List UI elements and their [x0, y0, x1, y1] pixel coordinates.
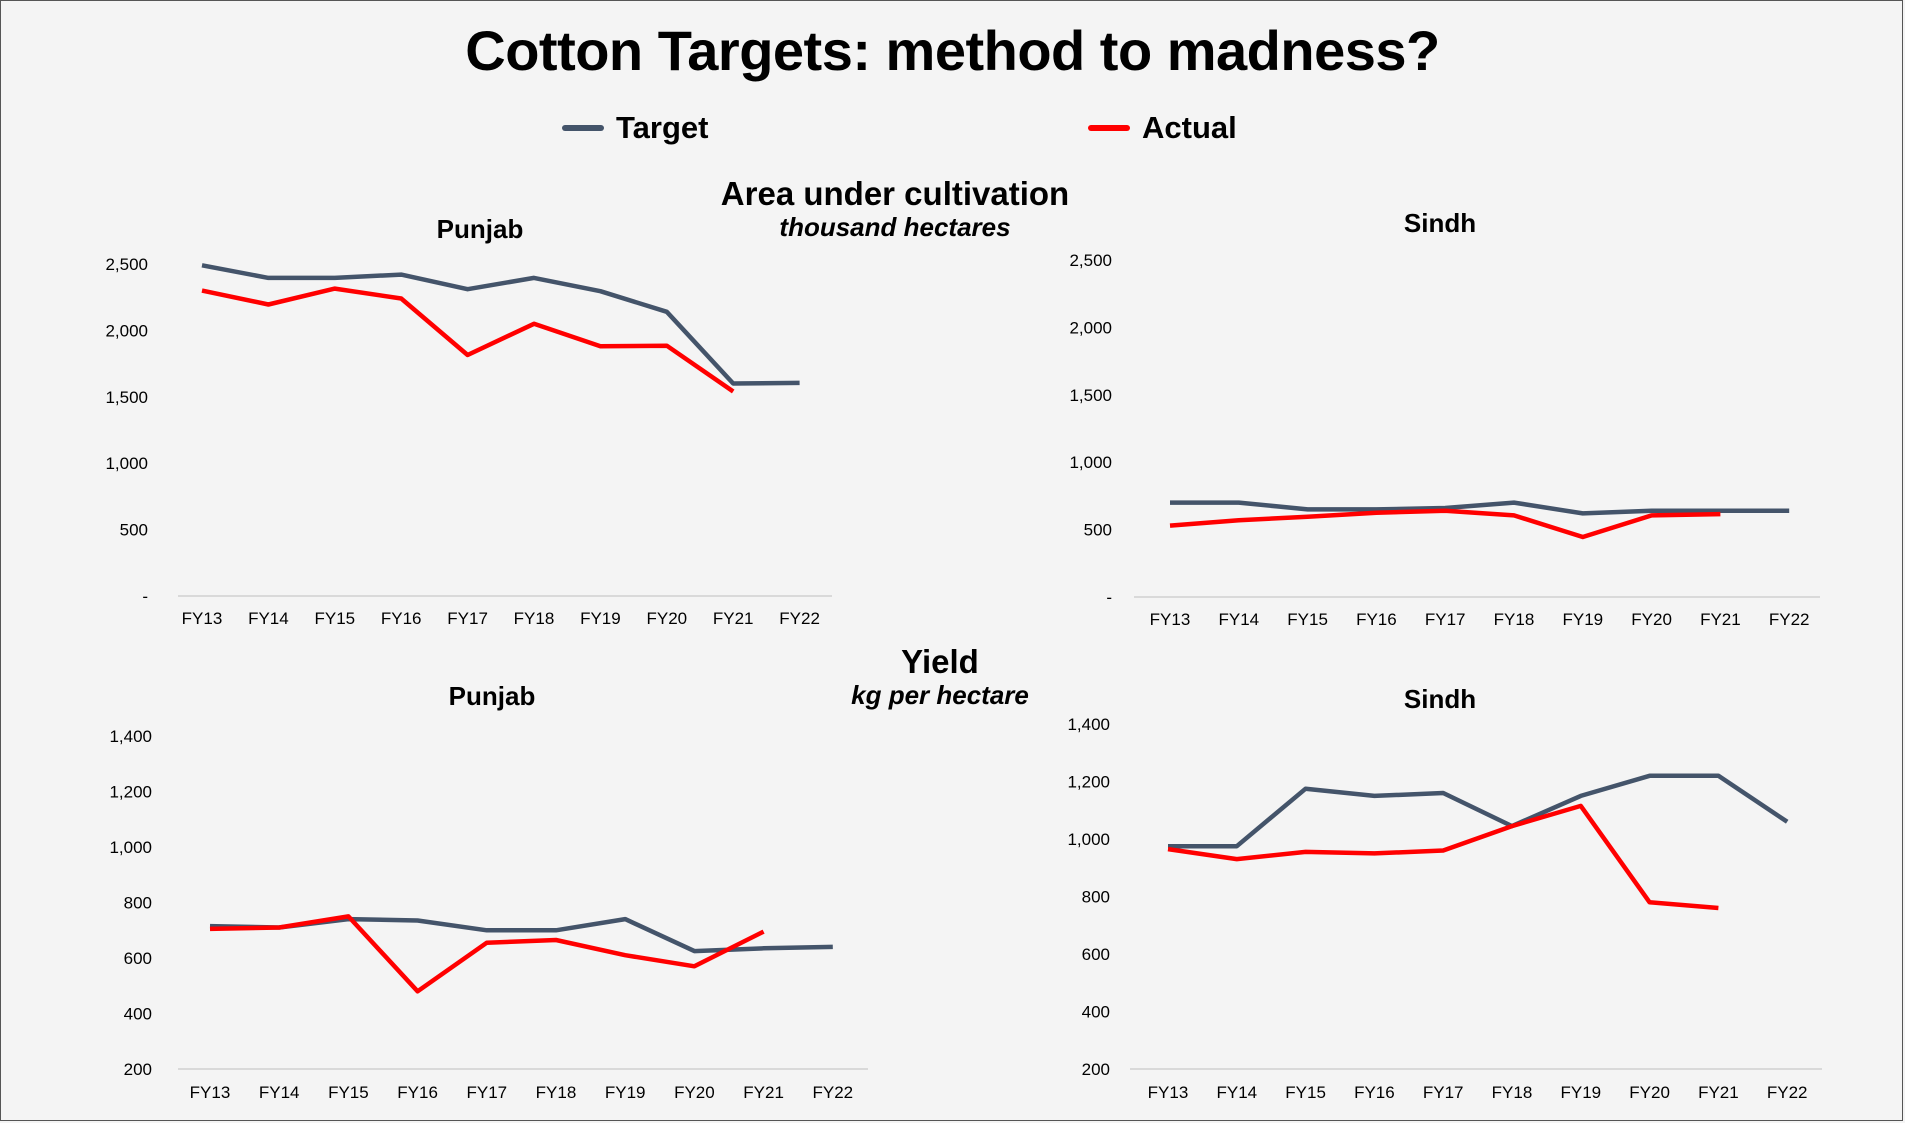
x-tick-label: FY18: [536, 1083, 577, 1102]
chart-title-area-sindh: Sindh: [1403, 208, 1477, 238]
chart-title-yield-punjab: Punjab: [448, 681, 536, 711]
chart-title-area-punjab: Punjab: [436, 214, 524, 244]
y-tick-label: 1,500: [1069, 386, 1112, 405]
y-tick-label: 200: [124, 1060, 152, 1079]
x-tick-label: FY21: [1698, 1083, 1739, 1102]
y-tick-label: 1,000: [105, 454, 148, 473]
chart-area-punjab: - 500 1,000 1,500 2,000 2,500 FY13 FY14 FY15 FY16…: [105, 255, 832, 628]
x-tick-label: FY22: [1767, 1083, 1808, 1102]
x-tick-label: FY15: [1285, 1083, 1326, 1102]
x-tick-label: FY21: [743, 1083, 784, 1102]
x-tick-label: FY15: [1287, 610, 1328, 629]
x-tick-label: FY20: [674, 1083, 715, 1102]
y-tick-label: 500: [1084, 521, 1112, 540]
y-tick-label: -: [1106, 588, 1112, 607]
y-tick-label: 2,000: [1069, 318, 1112, 337]
x-tick-label: FY15: [328, 1083, 369, 1102]
y-tick-label: 800: [1082, 888, 1110, 907]
y-tick-label: 600: [124, 949, 152, 968]
x-tick-label: FY13: [182, 609, 223, 628]
x-tick-label: FY17: [1423, 1083, 1464, 1102]
x-tick-label: FY19: [1562, 610, 1603, 629]
section-subtitle-yield: kg per hectare: [851, 680, 1029, 710]
y-tick-label: 1,000: [1067, 830, 1110, 849]
series-line-actual: [201, 286, 735, 394]
chart-title-yield-sindh: Sindh: [1403, 684, 1477, 714]
legend: Target Actual: [0, 110, 1905, 150]
x-tick-label: FY13: [190, 1083, 231, 1102]
series-line-actual: [209, 914, 765, 994]
x-tick-label: FY21: [1700, 610, 1741, 629]
series-line-target: [1170, 500, 1790, 516]
legend-label-actual: Actual: [1142, 110, 1237, 145]
y-tick-label: 500: [120, 521, 148, 540]
y-tick-label: 400: [1082, 1003, 1110, 1022]
x-tick-label: FY17: [1425, 610, 1466, 629]
y-tick-label: 1,000: [109, 838, 152, 857]
y-tick-label: 1,000: [1069, 453, 1112, 472]
series-line-actual: [1169, 508, 1721, 540]
x-tick-label: FY20: [1629, 1083, 1670, 1102]
section-title-area: Area under cultivation: [720, 175, 1070, 212]
x-tick-label: FY16: [1356, 610, 1397, 629]
x-tick-label: FY18: [1492, 1083, 1533, 1102]
x-tick-label: FY13: [1150, 610, 1191, 629]
chart-yield-sindh: 200 400 600 800 1,000 1,200 1,400 FY13 FY14 FY15 F…: [1067, 715, 1822, 1102]
x-tick-label: FY15: [314, 609, 355, 628]
x-tick-label: FY13: [1148, 1083, 1189, 1102]
y-tick-label: 2,500: [105, 255, 148, 274]
y-tick-label: 1,500: [105, 388, 148, 407]
series-line-target: [1168, 773, 1789, 849]
section-title-yield: Yield: [901, 643, 979, 680]
y-tick-label: 1,400: [109, 727, 152, 746]
x-tick-label: FY16: [381, 609, 422, 628]
x-tick-label: FY21: [713, 609, 754, 628]
legend-item-actual: Actual: [1088, 110, 1237, 146]
y-tick-label: 200: [1082, 1060, 1110, 1079]
x-tick-label: FY22: [812, 1083, 853, 1102]
x-tick-label: FY17: [466, 1083, 507, 1102]
x-tick-label: FY14: [1216, 1083, 1257, 1102]
legend-swatch-actual: [1088, 125, 1130, 131]
y-tick-label: 400: [124, 1005, 152, 1024]
y-tick-label: 800: [124, 894, 152, 913]
y-tick-label: 600: [1082, 945, 1110, 964]
x-tick-label: FY20: [1631, 610, 1672, 629]
y-tick-label: 1,400: [1067, 715, 1110, 734]
x-tick-label: FY18: [1494, 610, 1535, 629]
x-tick-label: FY14: [248, 609, 289, 628]
y-tick-label: 1,200: [1067, 773, 1110, 792]
x-tick-label: FY19: [580, 609, 621, 628]
legend-swatch-target: [562, 125, 604, 131]
x-tick-label: FY14: [1218, 610, 1259, 629]
chart-area-sindh: - 500 1,000 1,500 2,000 2,500 FY13 FY14 FY15 FY16…: [1069, 251, 1820, 629]
x-tick-label: FY16: [397, 1083, 438, 1102]
series-line-actual: [1167, 803, 1719, 911]
x-tick-label: FY20: [646, 609, 687, 628]
legend-label-target: Target: [616, 110, 709, 145]
x-tick-label: FY22: [1769, 610, 1810, 629]
y-tick-label: 2,000: [105, 321, 148, 340]
page-title: Cotton Targets: method to madness?: [465, 19, 1440, 82]
x-tick-label: FY16: [1354, 1083, 1395, 1102]
x-tick-label: FY14: [259, 1083, 300, 1102]
section-subtitle-area: thousand hectares: [779, 212, 1011, 242]
x-tick-label: FY19: [1560, 1083, 1601, 1102]
y-tick-label: 2,500: [1069, 251, 1112, 270]
y-tick-label: -: [142, 587, 148, 606]
x-tick-label: FY22: [779, 609, 820, 628]
y-tick-label: 1,200: [109, 783, 152, 802]
series-line-target: [201, 263, 800, 386]
x-tick-label: FY18: [514, 609, 555, 628]
x-tick-label: FY17: [447, 609, 488, 628]
chart-yield-punjab: 200 400 600 800 1,000 1,200 1,400 FY13 FY14 FY15 F…: [109, 727, 868, 1102]
legend-item-target: Target: [562, 110, 708, 146]
x-tick-label: FY19: [605, 1083, 646, 1102]
